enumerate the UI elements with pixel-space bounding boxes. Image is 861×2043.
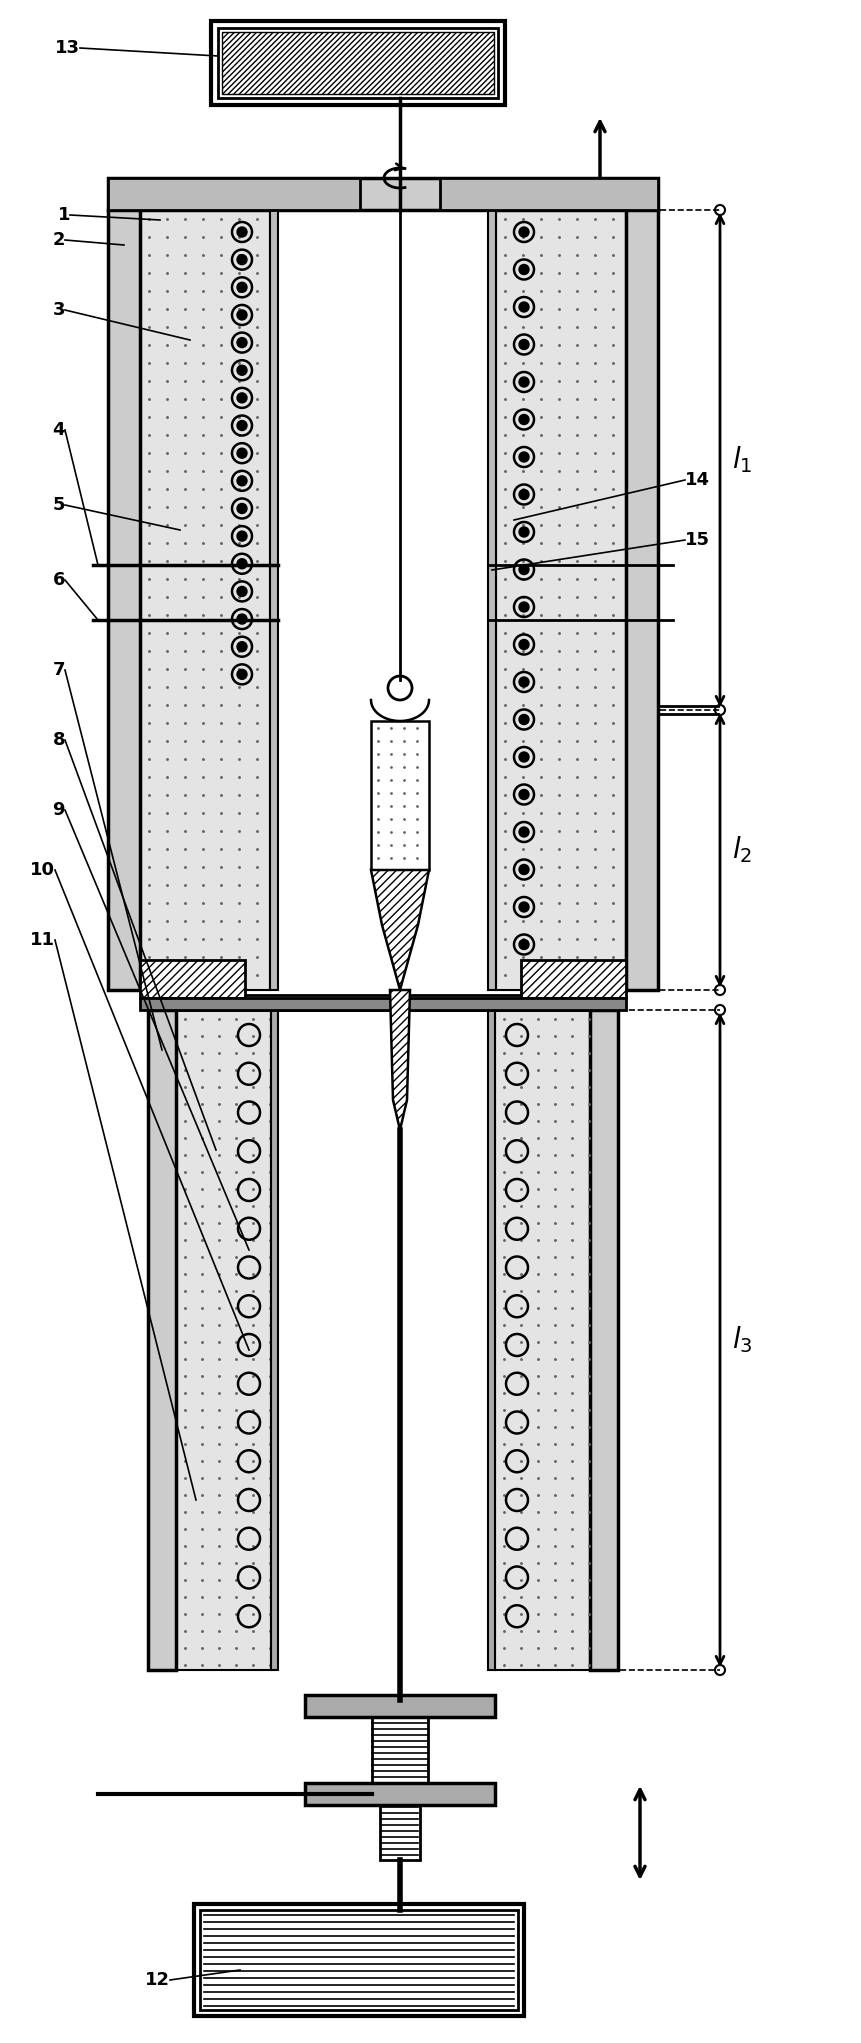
Circle shape <box>237 670 247 680</box>
Circle shape <box>518 339 529 349</box>
Bar <box>218 29 498 98</box>
Circle shape <box>518 490 529 498</box>
Text: 7: 7 <box>53 662 65 678</box>
Bar <box>269 210 278 991</box>
Circle shape <box>518 302 529 313</box>
Text: 14: 14 <box>684 472 709 488</box>
Circle shape <box>237 560 247 568</box>
Circle shape <box>518 452 529 462</box>
Circle shape <box>237 311 247 321</box>
Circle shape <box>237 476 247 486</box>
Bar <box>495 210 625 991</box>
Text: 3: 3 <box>53 300 65 319</box>
Bar <box>494 1009 589 1669</box>
Circle shape <box>518 227 529 237</box>
Circle shape <box>237 421 247 431</box>
Bar <box>139 960 245 997</box>
Bar <box>148 995 617 1009</box>
Bar <box>305 1784 494 1806</box>
Text: 13: 13 <box>55 39 80 57</box>
Circle shape <box>518 789 529 799</box>
Circle shape <box>518 564 529 574</box>
Circle shape <box>237 586 247 597</box>
Bar <box>108 210 139 991</box>
Bar <box>176 1009 270 1669</box>
Text: 1: 1 <box>58 206 70 225</box>
Bar <box>108 178 657 210</box>
Text: 4: 4 <box>53 421 65 439</box>
Circle shape <box>518 264 529 274</box>
Circle shape <box>237 447 247 458</box>
Bar <box>487 1009 494 1669</box>
Text: 2: 2 <box>53 231 65 249</box>
Circle shape <box>237 227 247 237</box>
Circle shape <box>518 527 529 537</box>
Circle shape <box>518 752 529 762</box>
Circle shape <box>237 337 247 347</box>
Bar <box>222 33 493 94</box>
Text: 9: 9 <box>53 801 65 819</box>
Circle shape <box>518 715 529 725</box>
Circle shape <box>237 255 247 266</box>
Bar <box>380 1806 419 1859</box>
Bar <box>625 210 657 991</box>
Bar <box>108 178 360 210</box>
Circle shape <box>518 864 529 874</box>
Bar <box>589 1009 617 1669</box>
Bar <box>305 1696 494 1716</box>
Text: 5: 5 <box>53 496 65 515</box>
Bar <box>520 960 625 997</box>
Circle shape <box>237 503 247 513</box>
Text: 8: 8 <box>53 731 65 750</box>
Bar <box>372 1716 428 1784</box>
Circle shape <box>518 603 529 613</box>
Circle shape <box>237 642 247 652</box>
Bar <box>370 721 429 870</box>
Circle shape <box>237 366 247 376</box>
Circle shape <box>518 827 529 838</box>
Bar <box>194 1904 523 2016</box>
Bar <box>139 210 269 991</box>
Text: 6: 6 <box>53 570 65 588</box>
Text: 10: 10 <box>30 860 55 878</box>
Circle shape <box>237 615 247 623</box>
Polygon shape <box>389 991 410 1130</box>
Bar <box>211 20 505 104</box>
Circle shape <box>518 378 529 386</box>
Circle shape <box>237 392 247 402</box>
Bar <box>148 1009 176 1669</box>
Bar <box>200 1910 517 2010</box>
Text: $l_2$: $l_2$ <box>731 836 751 866</box>
Circle shape <box>518 903 529 911</box>
Bar <box>139 997 625 1009</box>
Polygon shape <box>370 870 429 991</box>
Bar <box>439 178 657 210</box>
Circle shape <box>237 282 247 292</box>
Bar <box>270 1009 278 1669</box>
Text: $l_3$: $l_3$ <box>731 1324 752 1355</box>
Text: 15: 15 <box>684 531 709 550</box>
Text: 12: 12 <box>145 1971 170 1990</box>
Circle shape <box>237 531 247 541</box>
Circle shape <box>518 676 529 686</box>
Polygon shape <box>370 701 429 721</box>
Circle shape <box>518 940 529 950</box>
Circle shape <box>518 639 529 650</box>
Text: $l_1$: $l_1$ <box>731 445 752 476</box>
Text: 11: 11 <box>30 932 55 950</box>
Bar <box>487 210 495 991</box>
Circle shape <box>518 415 529 425</box>
